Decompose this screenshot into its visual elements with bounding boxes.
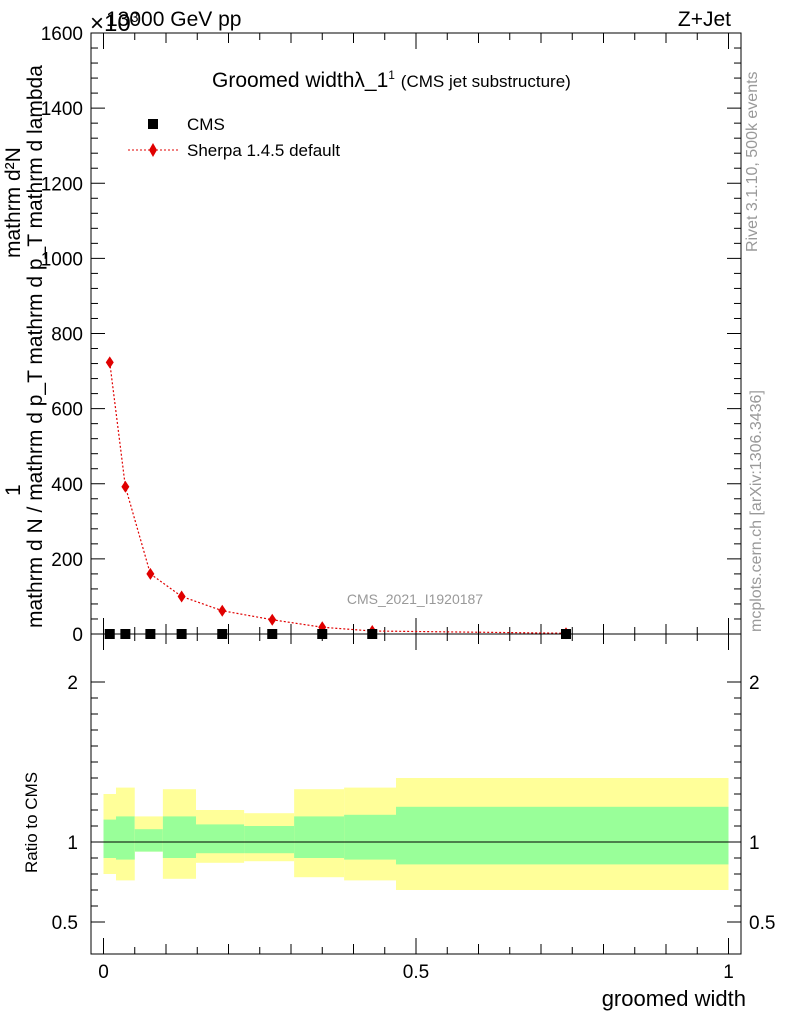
plot-title-sup: 1 — [388, 68, 395, 82]
plot-title-symbol: λ_1 — [354, 69, 389, 92]
x-tick-label: 0.5 — [403, 962, 429, 983]
ratio-x-ticks: 0 0.5 1 — [98, 634, 734, 983]
energy-label: 13000 GeV pp — [106, 8, 242, 31]
legend: CMS Sherpa 1.4.5 default — [128, 115, 340, 160]
sherpa-point — [146, 567, 155, 580]
y-tick-label: 400 — [51, 475, 83, 496]
y-tick-label: 1000 — [41, 249, 83, 270]
plot-subtitle: (CMS jet substructure) — [400, 72, 571, 91]
plot-title-text: Groomed width — [212, 69, 355, 92]
ratio-panel: 0.5 0.51 12 2 0 0.5 1 — [52, 633, 776, 983]
ratio-y-tick-label-right: 1 — [749, 833, 760, 854]
ratio-inner-band — [196, 824, 245, 854]
y-tick-label: 0 — [72, 625, 83, 646]
y-tick-label: 1600 — [41, 24, 83, 45]
y-tick-label: 1200 — [41, 174, 83, 195]
x-tick-label: 0 — [98, 962, 109, 983]
x-tick-label: 1 — [723, 962, 734, 983]
ratio-bands — [103, 778, 729, 890]
plot-title: Groomed widthλ_11 (CMS jet substructure) — [212, 68, 571, 93]
ratio-inner-band — [344, 814, 396, 860]
y-tick-label: 200 — [51, 550, 83, 571]
watermark: CMS_2021_I1920187 — [347, 591, 483, 607]
ratio-y-tick-label: 2 — [67, 673, 78, 694]
sherpa-point — [105, 356, 114, 369]
ratio-inner-band — [244, 826, 295, 854]
sherpa-point — [218, 604, 227, 617]
ratio-inner-band — [103, 819, 116, 858]
legend-cms-marker — [148, 119, 158, 129]
legend-sherpa-label: Sherpa 1.4.5 default — [187, 141, 340, 160]
y-tick-label: 800 — [51, 325, 83, 346]
main-panel: 0 200 400 600 800 1000 1200 1400 1600 CMS_2021_I… — [41, 24, 742, 646]
ratio-y-tick-label-right: 0.5 — [749, 913, 775, 934]
sherpa-point — [121, 480, 130, 493]
y-tick-label: 1400 — [41, 99, 83, 120]
ratio-inner-band — [134, 829, 163, 852]
main-y-ticks: 0 200 400 600 800 1000 1200 1400 1600 — [41, 24, 741, 646]
ratio-inner-band — [162, 816, 196, 858]
ratio-y-ticks: 0.5 0.5 1 1 2 2 — [52, 673, 776, 934]
ratio-inner-band — [294, 816, 345, 858]
sherpa-line — [109, 362, 567, 634]
ratio-inner-band — [396, 806, 729, 865]
ratio-inner-band — [116, 816, 135, 860]
process-label: Z+Jet — [677, 8, 731, 31]
sherpa-point — [177, 590, 186, 603]
legend-sherpa-marker — [149, 143, 157, 157]
exponent-power: 3 — [130, 9, 139, 25]
sherpa-series — [105, 356, 570, 640]
ratio-y-tick-label: 1 — [67, 833, 78, 854]
x-axis-label: groomed width — [601, 986, 746, 1011]
main-x-ticks — [103, 33, 729, 634]
sherpa-point — [268, 613, 277, 626]
y-tick-label: 600 — [51, 400, 83, 421]
legend-cms-label: CMS — [187, 115, 225, 134]
ratio-y-tick-label-right: 2 — [749, 673, 760, 694]
ratio-y-tick-label: 0.5 — [52, 913, 78, 934]
